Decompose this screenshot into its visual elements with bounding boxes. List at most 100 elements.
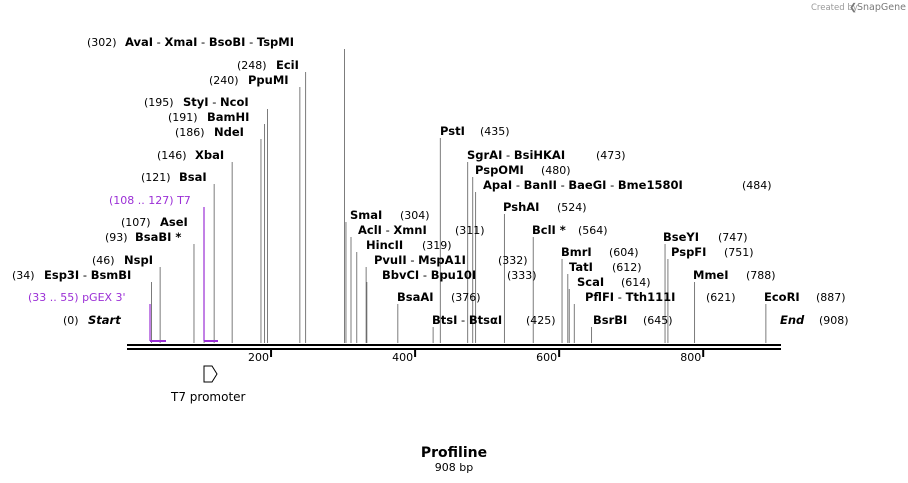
site-acli[interactable]: (311) AclI - XmnI	[358, 223, 485, 237]
feature-t7-promoter[interactable]: T7 promoter	[170, 365, 246, 404]
site-enzymes: MmeI	[693, 268, 729, 282]
site-pvuii[interactable]: (332) PvuII - MspA1I	[374, 253, 528, 267]
enzyme-baegi: BaeGI	[568, 178, 606, 192]
site-bsrbi[interactable]: (645) BsrBI	[593, 313, 673, 327]
site-position: (311)	[455, 224, 485, 237]
site-position: (304)	[400, 209, 430, 222]
site-bseyi[interactable]: (747) BseYI	[663, 230, 748, 244]
site-bsai[interactable]: (121) BsaI	[141, 170, 207, 184]
site-mmei[interactable]: (788) MmeI	[693, 268, 776, 282]
enzyme-banii: BanII	[524, 178, 557, 192]
site-position: (751)	[724, 246, 754, 259]
enzyme-ndei: NdeI	[214, 125, 244, 139]
axis-ticks: 200 400 600 800	[248, 349, 705, 364]
primer-range: (33 .. 55)	[28, 291, 82, 304]
site-nspi[interactable]: (46) NspI	[92, 253, 153, 267]
site-enzymes: StyI - NcoI	[183, 95, 249, 109]
site-position: (121)	[141, 171, 171, 184]
site-enzymes: PflFI - Tth111I	[585, 290, 675, 304]
site-bsabi[interactable]: (93) BsaBI *	[105, 230, 181, 244]
site-enzymes: BtsI - BtsαI	[432, 313, 502, 327]
site-asei[interactable]: (107) AseI	[121, 215, 188, 229]
enzyme-ecori: EcoRI	[764, 290, 800, 304]
tick-label-400: 400	[392, 351, 413, 364]
enzyme-bsaai: BsaAI	[397, 290, 434, 304]
site-position: (146)	[157, 149, 187, 162]
enzyme-end: End	[780, 313, 805, 327]
sequence-backbone	[127, 344, 781, 350]
site-enzymes: PpuMI	[248, 73, 289, 87]
site-position: (645)	[643, 314, 673, 327]
site-ppumi[interactable]: (240) PpuMI	[209, 73, 289, 87]
site-scai[interactable]: (614) ScaI	[577, 275, 651, 289]
credit-brand: SnapGene	[857, 2, 906, 13]
primer-label: (33 .. 55) pGEX 3'	[28, 291, 126, 304]
site-position: (319)	[422, 239, 452, 252]
site-enzymes: NspI	[124, 253, 153, 267]
tick-label-200: 200	[248, 351, 269, 364]
enzyme-bme1580i: Bme1580I	[618, 178, 683, 192]
enzyme-start: Start	[88, 313, 121, 327]
site-position: (195)	[144, 96, 174, 109]
enzyme-pspomi: PspOMI	[475, 163, 524, 177]
site-styi[interactable]: (195) StyI - NcoI	[144, 95, 249, 109]
site-bamhi[interactable]: (191) BamHI	[168, 110, 249, 124]
enzyme-tth111i: Tth111I	[626, 290, 676, 304]
site-enzymes: HincII	[366, 238, 403, 252]
site-hincii[interactable]: (319) HincII	[366, 238, 452, 252]
site-pspomi[interactable]: (480) PspOMI	[475, 163, 571, 177]
site-ndei[interactable]: (186) NdeI	[175, 125, 244, 139]
enzyme-esp3i: Esp3I	[44, 268, 79, 282]
site-enzymes: TatI	[569, 260, 593, 274]
site-btsi[interactable]: (425) BtsI - BtsαI	[432, 313, 556, 327]
site-enzymes: Esp3I - BsmBI	[44, 268, 131, 282]
site-position: (425)	[526, 314, 556, 327]
enzyme-xmai: XmaI	[165, 35, 198, 49]
site-enzymes: NdeI	[214, 125, 244, 139]
site-bsaai[interactable]: (376) BsaAI	[397, 290, 481, 304]
site-esp3i[interactable]: (34) Esp3I - BsmBI	[12, 268, 131, 282]
enzyme-asei: AseI	[160, 215, 188, 229]
site-apai[interactable]: (484) ApaI - BanII - BaeGI - Bme1580I	[483, 178, 772, 192]
site-tati[interactable]: (612) TatI	[569, 260, 642, 274]
site-pflfi[interactable]: (621) PflFI - Tth111I	[585, 290, 736, 304]
primer-pgex-3[interactable]: (33 .. 55) pGEX 3'	[28, 291, 126, 304]
primer-t7[interactable]: (108 .. 127) T7	[109, 194, 191, 207]
enzyme-separator: -	[557, 178, 568, 192]
site-ecori[interactable]: (887) EcoRI	[764, 290, 846, 304]
site-avai[interactable]: (302) AvaI - XmaI - BsoBI - TspMI	[87, 35, 294, 49]
site-enzymes: BsaAI	[397, 290, 434, 304]
site-bcli[interactable]: (564) BclI *	[532, 223, 608, 237]
site-enzymes: BclI *	[532, 223, 566, 237]
site-xbai[interactable]: (146) XbaI	[157, 148, 224, 162]
site-smai[interactable]: (304) SmaI	[350, 208, 430, 222]
site-pspfi[interactable]: (751) PspFI	[671, 245, 754, 259]
enzyme-separator: -	[502, 148, 513, 162]
enzyme-bsabi: BsaBI *	[135, 230, 181, 244]
enzyme-bsmbi: BsmBI	[91, 268, 132, 282]
site-psti[interactable]: (435) PstI	[440, 124, 510, 138]
site-end[interactable]: (908) End	[780, 313, 849, 327]
enzyme-separator: -	[457, 313, 468, 327]
site-enzymes: PspOMI	[475, 163, 524, 177]
site-position: (0)	[63, 314, 79, 327]
site-enzymes: XbaI	[195, 148, 224, 162]
site-bmri[interactable]: (604) BmrI	[561, 245, 639, 259]
enzyme-separator: -	[382, 223, 393, 237]
site-position: (747)	[718, 231, 748, 244]
site-bbvci[interactable]: (333) BbvCI - Bpu10I	[382, 268, 537, 282]
site-start[interactable]: (0) Start	[63, 313, 121, 327]
site-position: (376)	[451, 291, 481, 304]
enzyme-sgrai: SgrAI	[467, 148, 502, 162]
site-enzymes: BsaBI *	[135, 230, 181, 244]
site-enzymes: AvaI - XmaI - BsoBI - TspMI	[125, 35, 294, 49]
site-sgrai[interactable]: (473) SgrAI - BsiHKAI	[467, 148, 626, 162]
site-pshai[interactable]: (524) PshAI	[503, 200, 587, 214]
promoter-arrow-icon	[203, 365, 218, 383]
enzyme-apai: ApaI	[483, 178, 512, 192]
enzyme-pvuii: PvuII	[374, 253, 407, 267]
primer-label: (108 .. 127) T7	[109, 194, 191, 207]
site-ecii[interactable]: (248) EciI	[237, 58, 299, 72]
site-enzymes: SmaI	[350, 208, 382, 222]
